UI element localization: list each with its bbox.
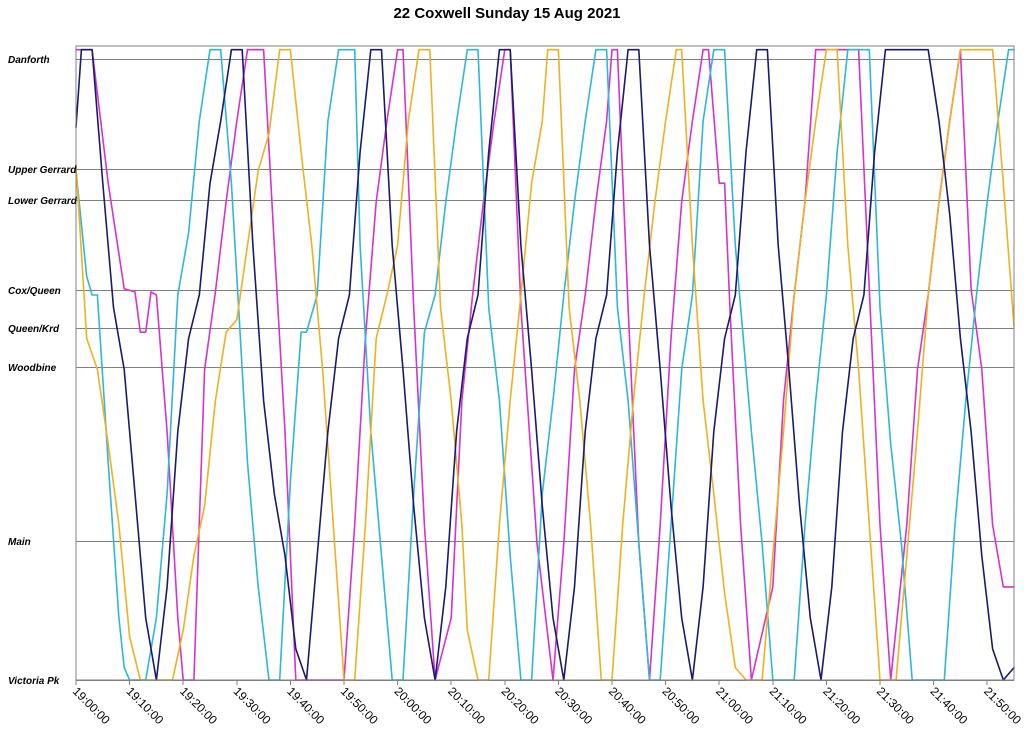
x-tick-label: 21:40:00: [927, 684, 970, 727]
x-tick-label: 21:00:00: [713, 684, 756, 727]
series-line-2: [75, 48, 1015, 681]
x-tick-label: 20:50:00: [659, 684, 702, 727]
plot-frame: [75, 45, 1015, 681]
x-tick-label: 19:20:00: [177, 684, 220, 727]
chart-title: 22 Coxwell Sunday 15 Aug 2021: [393, 5, 620, 22]
y-label-cox-queen: Cox/Queen: [8, 286, 61, 297]
x-tick-label: 21:20:00: [820, 684, 863, 727]
y-label-lower-gerrard: Lower Gerrard: [8, 196, 78, 207]
x-tick-label: 20:40:00: [606, 684, 649, 727]
y-axis-labels: Danforth Upper Gerrard Lower Gerrard Cox/Qu…: [8, 55, 78, 687]
x-tick-label: 19:10:00: [123, 684, 166, 727]
x-tick-label: 21:50:00: [981, 684, 1024, 727]
x-tick-label: 19:30:00: [231, 684, 274, 727]
series-line-4: [75, 48, 1015, 681]
x-tick-label: 20:10:00: [445, 684, 488, 727]
y-label-queen-krd: Queen/Krd: [8, 324, 60, 335]
y-label-main: Main: [8, 537, 31, 548]
x-tick-label: 20:00:00: [391, 684, 434, 727]
series-line-1: [75, 48, 1015, 681]
y-label-woodbine: Woodbine: [8, 363, 57, 374]
x-tick-label: 19:00:00: [70, 684, 113, 727]
series-line-3: [75, 48, 1015, 681]
x-tick-label: 20:30:00: [552, 684, 595, 727]
y-label-danforth: Danforth: [8, 55, 50, 66]
x-tick-label: 19:40:00: [284, 684, 327, 727]
x-axis-labels: 19:00:00 19:10:00 19:20:00 19:30:00 19:40:00…: [70, 680, 1024, 727]
y-label-upper-gerrard: Upper Gerrard: [8, 165, 77, 176]
x-tick-label: 19:50:00: [338, 684, 381, 727]
x-tick-label: 21:10:00: [767, 684, 810, 727]
series-layer: [75, 48, 1015, 681]
y-label-victoria-pk: Victoria Pk: [8, 676, 60, 687]
x-tick-label: 21:30:00: [874, 684, 917, 727]
x-tick-label: 20:20:00: [499, 684, 542, 727]
